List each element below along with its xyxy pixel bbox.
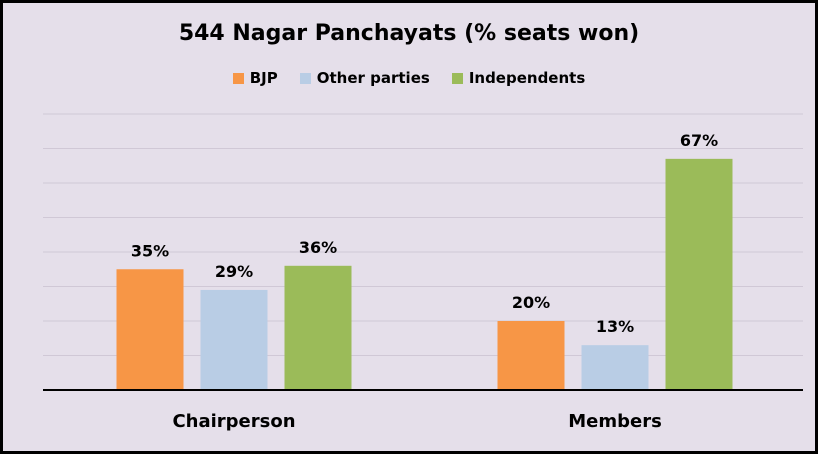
x-tick-label-chairperson: Chairperson xyxy=(172,411,295,432)
data-label-independents-members: 67% xyxy=(680,131,718,150)
bar-independents-chairperson xyxy=(284,265,352,390)
legend-swatch-other-parties xyxy=(299,72,311,84)
legend-item-bjp: BJP xyxy=(232,69,278,87)
x-tick-label-members: Members xyxy=(568,411,662,432)
bar-bjp-members xyxy=(497,321,565,390)
bar-independents-members xyxy=(665,158,733,390)
chart-legend: BJP Other parties Independents xyxy=(3,69,815,87)
legend-label-bjp: BJP xyxy=(249,69,278,87)
chart-title: 544 Nagar Panchayats (% seats won) xyxy=(178,21,640,46)
bar-other-parties-members xyxy=(581,345,649,390)
legend-label-other-parties: Other parties xyxy=(316,69,430,87)
bar-bjp-chairperson xyxy=(116,269,184,390)
legend-label-independents: Independents xyxy=(468,69,586,87)
data-label-bjp-members: 20% xyxy=(512,293,550,312)
data-label-independents-chairperson: 36% xyxy=(299,238,337,257)
data-label-other-parties-chairperson: 29% xyxy=(215,262,253,281)
legend-swatch-bjp xyxy=(232,72,244,84)
legend-swatch-independents xyxy=(451,72,463,84)
legend-item-other-parties: Other parties xyxy=(299,69,430,87)
legend-item-independents: Independents xyxy=(451,69,586,87)
bar-other-parties-chairperson xyxy=(200,289,268,390)
data-label-bjp-chairperson: 35% xyxy=(131,241,169,260)
data-label-other-parties-members: 13% xyxy=(596,317,634,336)
plot-area: 35% 29% 36% Chairperson 20% 13% 67% Members xyxy=(43,113,803,432)
